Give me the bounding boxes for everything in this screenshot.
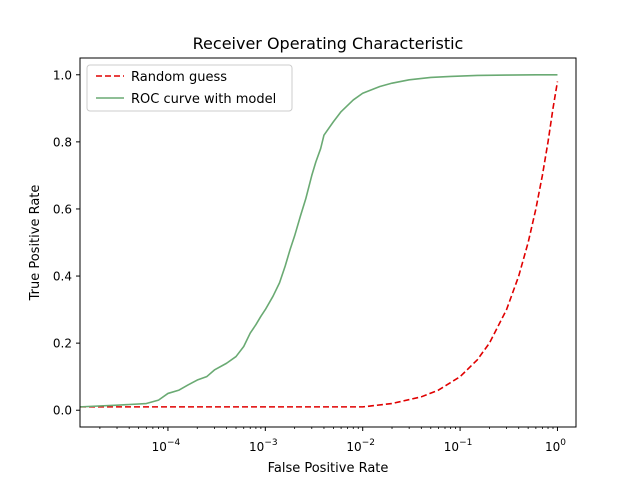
y-axis-label: True Positive Rate — [28, 185, 43, 302]
y-tick-label: 0.6 — [53, 202, 72, 216]
legend-label-2: ROC curve with model — [131, 92, 276, 107]
chart-title: Receiver Operating Characteristic — [193, 34, 464, 53]
plot-frame — [79, 57, 577, 428]
legend-label-1: Random guess — [131, 70, 227, 85]
x-tick-label: 10−1 — [444, 438, 473, 454]
legend: Random guess ROC curve with model — [86, 64, 293, 112]
y-tick-label: 0.4 — [53, 270, 72, 284]
series-line-1 — [80, 81, 559, 408]
x-tick-label: 10−2 — [346, 438, 375, 454]
x-axis-label: False Positive Rate — [268, 461, 389, 476]
x-tick-label: 100 — [545, 438, 566, 454]
y-tick-label: 0.8 — [53, 135, 72, 149]
y-tick-label: 0.0 — [53, 404, 72, 418]
y-tick-label: 0.2 — [53, 337, 72, 351]
x-tick-label: 10−4 — [152, 438, 181, 454]
legend-box — [86, 64, 293, 112]
x-tick-label: 10−3 — [249, 438, 278, 454]
series-line-2 — [79, 73, 558, 408]
y-tick-label: 1.0 — [53, 68, 72, 82]
